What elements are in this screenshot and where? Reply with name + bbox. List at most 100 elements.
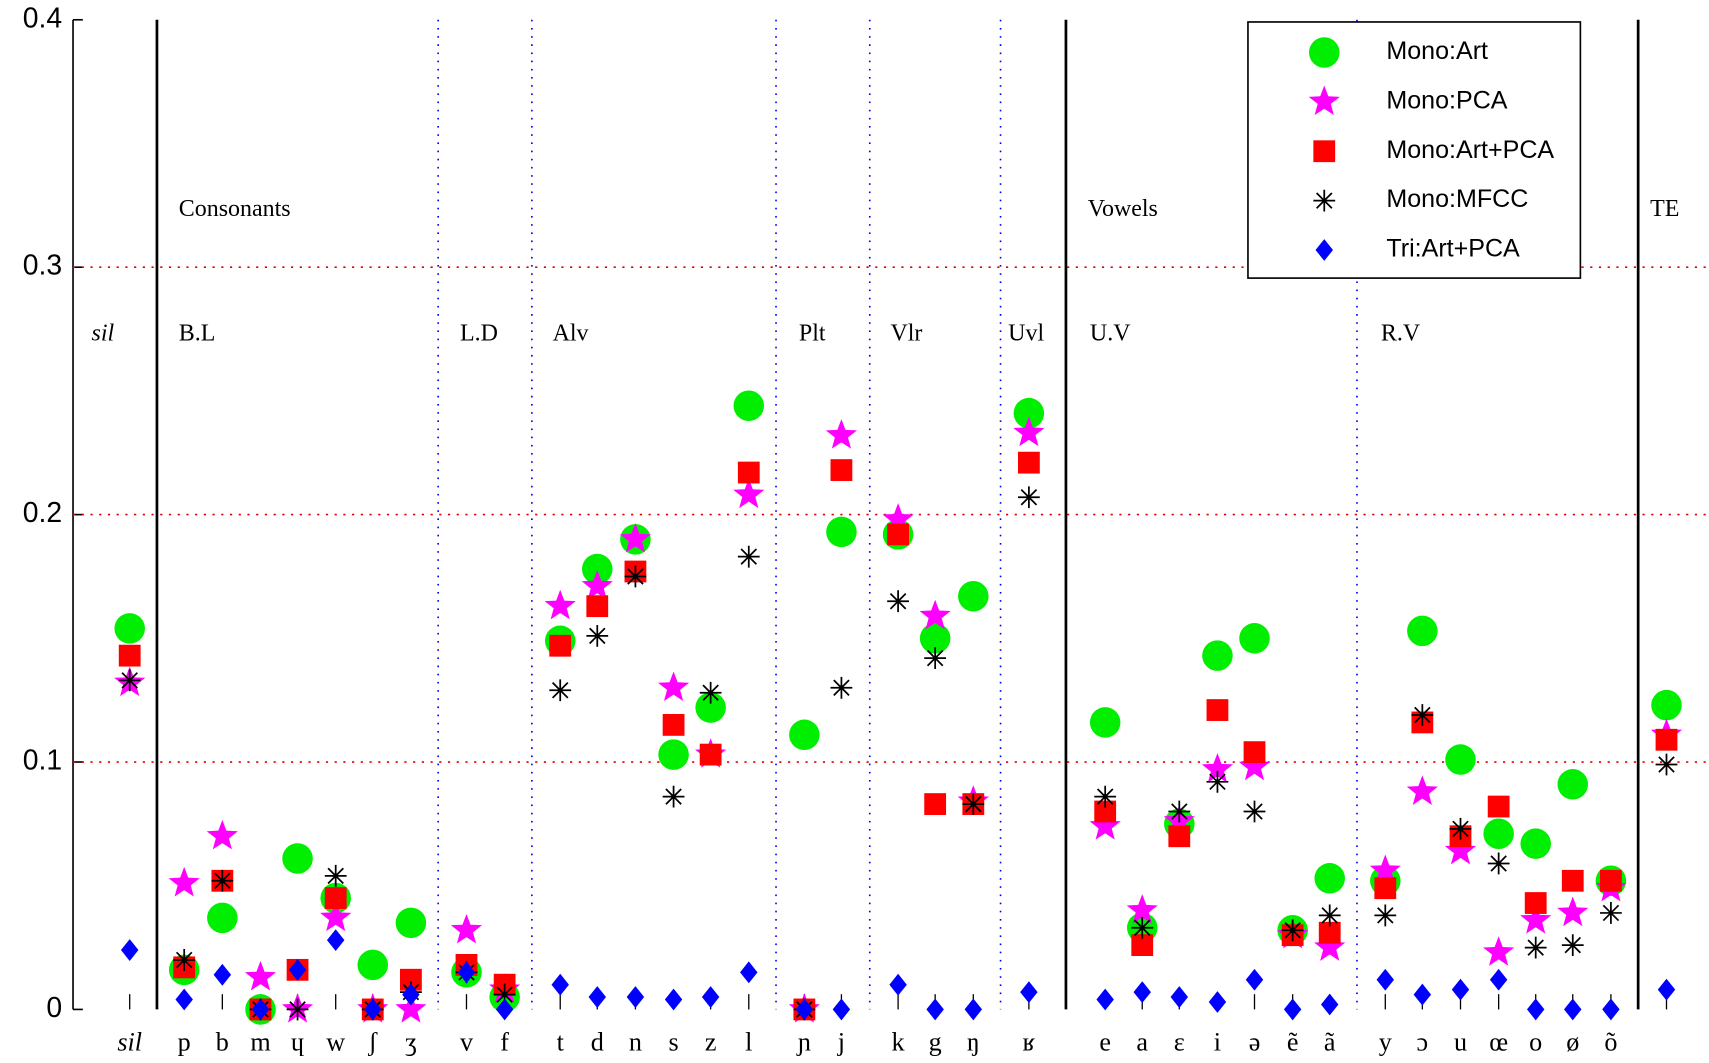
data-point (582, 553, 613, 585)
data-point (173, 949, 196, 971)
data-point (400, 968, 422, 991)
x-tick-label: z (705, 1027, 717, 1056)
data-point (826, 516, 857, 548)
data-point (549, 679, 572, 702)
data-point (1413, 983, 1432, 1006)
x-tick-label: t (557, 1027, 565, 1056)
data-point (1013, 416, 1045, 447)
data-point (1655, 753, 1678, 776)
x-tick-label: o (1529, 1027, 1542, 1056)
data-point (830, 459, 853, 481)
data-point (1131, 916, 1154, 939)
data-point (320, 901, 352, 932)
x-tick-label: a (1136, 1027, 1148, 1056)
legend-label: Mono:Art (1386, 37, 1488, 65)
x-tick-label: g (929, 1027, 942, 1056)
data-point (211, 869, 234, 892)
data-point (1374, 877, 1397, 900)
x-tick-label: õ (1604, 1027, 1617, 1056)
data-point (493, 983, 516, 1006)
data-point (1444, 834, 1477, 865)
data-point (175, 988, 193, 1011)
x-tick-label: y (1379, 1027, 1392, 1056)
data-point (549, 634, 572, 657)
annotation: Alv (553, 320, 589, 346)
x-tick-label: ʁ (1023, 1027, 1036, 1056)
annotation: Uvl (1008, 320, 1044, 346)
data-point (326, 929, 345, 952)
data-point (1283, 998, 1302, 1021)
data-point (924, 647, 947, 670)
data-point (1445, 744, 1476, 775)
data-point (924, 793, 947, 815)
data-point (324, 887, 347, 909)
data-point (588, 986, 606, 1008)
data-point (207, 902, 238, 934)
data-point (1133, 981, 1151, 1004)
data-point (1526, 998, 1545, 1021)
data-point (1281, 919, 1304, 942)
legend-label: Mono:Art+PCA (1386, 136, 1554, 164)
legend-marker (1313, 189, 1336, 212)
legend-box (1247, 21, 1582, 279)
x-tick-label: ã (1324, 1027, 1336, 1056)
x-tick-label: ɥ (291, 1027, 304, 1056)
y-tick-label: 0.4 (23, 2, 62, 34)
data-point (457, 961, 476, 984)
data-point (168, 866, 200, 897)
y-tick-label: 0.1 (23, 745, 62, 777)
data-point (964, 998, 983, 1021)
x-tick-label: p (178, 1027, 191, 1056)
x-tick-label: j (837, 1027, 845, 1056)
data-point (919, 599, 951, 630)
data-point (1369, 854, 1401, 885)
x-tick-label: b (216, 1027, 229, 1056)
data-point (1243, 741, 1266, 764)
data-point (699, 681, 722, 704)
data-point (832, 998, 851, 1021)
data-point (1320, 993, 1339, 1016)
data-point (1126, 894, 1158, 924)
annotation: sil (92, 320, 115, 346)
data-point (619, 522, 652, 553)
legend-marker (1313, 140, 1336, 163)
data-point (1520, 904, 1552, 934)
data-point (395, 907, 427, 939)
annotation: R.V (1381, 320, 1421, 346)
data-point (1013, 397, 1045, 429)
x-tick-label: ŋ (967, 1027, 980, 1056)
data-point (657, 671, 690, 701)
x-tick-label: v (460, 1027, 474, 1056)
data-point (830, 676, 853, 699)
annotation: B.L (179, 320, 216, 346)
data-point (1245, 968, 1264, 991)
data-point (740, 961, 758, 984)
data-point (1314, 931, 1346, 961)
data-point (1314, 863, 1345, 894)
data-point (1094, 800, 1117, 823)
data-point (789, 719, 820, 751)
data-point (586, 624, 609, 647)
data-point (1318, 904, 1341, 927)
x-tick-label: u (1454, 1027, 1467, 1056)
data-point (1561, 934, 1584, 957)
data-point (962, 793, 985, 815)
x-tick-label: l (745, 1027, 752, 1056)
data-point (357, 949, 389, 981)
x-tick-label: ʒ (405, 1027, 417, 1056)
data-point (1131, 934, 1154, 957)
data-point (958, 580, 989, 612)
data-point (118, 644, 141, 667)
data-point (1524, 892, 1547, 914)
data-point (737, 545, 760, 568)
data-point (1017, 486, 1040, 509)
x-tick-label: ɔ (1417, 1027, 1429, 1056)
data-point (1407, 615, 1438, 647)
data-point (1206, 699, 1229, 721)
data-point (1374, 904, 1397, 927)
data-point (1094, 785, 1117, 808)
data-point (206, 819, 238, 850)
x-tick-label: w (326, 1027, 345, 1056)
legend-marker (1308, 37, 1340, 68)
